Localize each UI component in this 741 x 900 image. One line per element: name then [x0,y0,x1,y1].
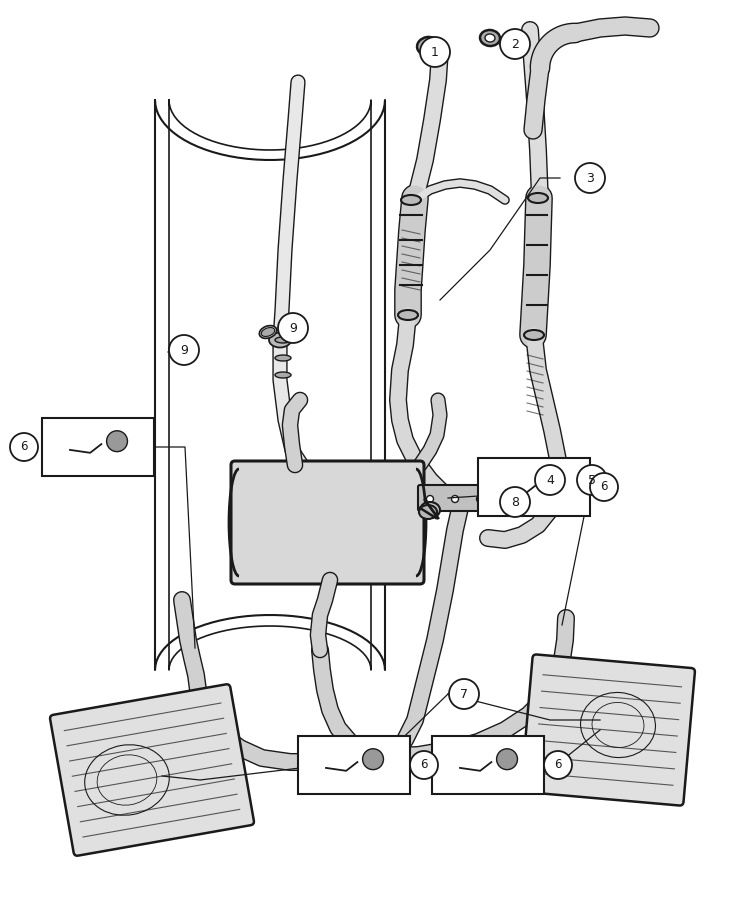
Text: 7: 7 [460,688,468,700]
Text: 9: 9 [289,321,297,335]
Text: 6: 6 [420,759,428,771]
FancyBboxPatch shape [298,736,410,794]
Circle shape [496,749,517,770]
Circle shape [590,473,618,501]
Circle shape [500,487,530,517]
Ellipse shape [262,328,275,337]
Text: 6: 6 [600,481,608,493]
Circle shape [476,496,483,502]
Ellipse shape [422,41,434,51]
Ellipse shape [269,332,291,347]
Ellipse shape [288,319,302,328]
Circle shape [451,496,459,502]
Circle shape [107,431,127,452]
Text: 3: 3 [586,172,594,184]
Text: 5: 5 [588,473,596,487]
Text: 1: 1 [431,46,439,58]
Ellipse shape [528,193,548,203]
FancyBboxPatch shape [432,736,544,794]
Ellipse shape [275,337,291,343]
Circle shape [544,751,572,779]
Text: 4: 4 [546,473,554,487]
Ellipse shape [524,330,544,340]
FancyBboxPatch shape [231,461,424,584]
Ellipse shape [417,37,439,55]
Text: 2: 2 [511,38,519,50]
Circle shape [577,465,607,495]
Ellipse shape [485,34,495,42]
Circle shape [500,29,530,59]
Circle shape [169,335,199,365]
Circle shape [410,751,438,779]
Circle shape [362,749,384,770]
FancyBboxPatch shape [418,485,502,511]
Circle shape [278,313,308,343]
Text: 9: 9 [180,344,188,356]
Ellipse shape [420,502,440,518]
Text: 6: 6 [554,759,562,771]
FancyBboxPatch shape [521,654,695,806]
Circle shape [449,679,479,709]
Circle shape [427,496,433,502]
Circle shape [575,163,605,193]
Circle shape [542,471,563,491]
Circle shape [420,37,450,67]
FancyBboxPatch shape [478,458,590,516]
Ellipse shape [259,326,276,338]
Circle shape [535,465,565,495]
Ellipse shape [401,195,421,205]
Ellipse shape [275,355,291,361]
Ellipse shape [398,310,418,320]
Text: 8: 8 [511,496,519,508]
Ellipse shape [419,505,437,519]
Ellipse shape [480,30,500,46]
Text: 6: 6 [20,440,27,454]
Ellipse shape [275,372,291,378]
Circle shape [10,433,38,461]
Circle shape [494,470,502,478]
FancyBboxPatch shape [50,684,254,856]
FancyBboxPatch shape [42,418,154,476]
Ellipse shape [286,317,304,329]
